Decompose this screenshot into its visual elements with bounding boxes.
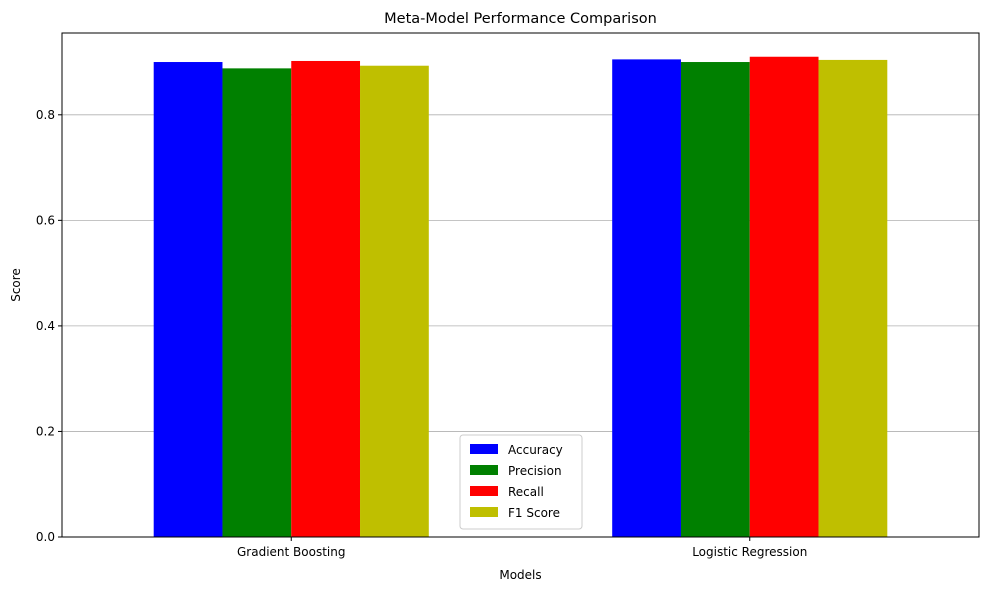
x-axis-title: Models	[499, 568, 541, 582]
plot-frame	[61, 32, 980, 538]
legend: Accuracy Precision Recall F1 Score	[459, 434, 583, 530]
y-tick-label: 0.4	[36, 319, 55, 333]
bars-layer	[153, 56, 888, 538]
legend-box	[459, 434, 583, 530]
legend-label: Recall	[508, 485, 544, 499]
legend-label: Precision	[508, 464, 562, 478]
legend-label: Accuracy	[508, 443, 563, 457]
y-tick-label: 0.0	[36, 530, 55, 544]
y-tick-label: 0.6	[36, 213, 55, 227]
x-tick-label: Logistic Regression	[692, 545, 807, 559]
bar	[818, 59, 888, 537]
bar	[680, 62, 750, 537]
chart-title: Meta-Model Performance Comparison	[384, 11, 657, 27]
legend-swatch	[470, 465, 498, 475]
bar	[222, 68, 292, 537]
x-axis: Gradient Boosting Logistic Regression	[237, 537, 807, 559]
bar	[360, 65, 429, 537]
y-axis: 0.0 0.2 0.4 0.6 0.8	[36, 108, 62, 544]
legend-swatch	[470, 444, 498, 454]
legend-swatch	[470, 486, 498, 496]
x-tick-label: Gradient Boosting	[237, 545, 345, 559]
legend-swatch	[470, 507, 498, 517]
bar	[612, 59, 681, 537]
y-tick-label: 0.2	[36, 424, 55, 438]
y-axis-title: Score	[9, 268, 23, 302]
y-tick-label: 0.8	[36, 108, 55, 122]
legend-label: F1 Score	[508, 506, 560, 520]
bar	[153, 62, 223, 537]
bar	[749, 56, 819, 538]
bar	[291, 60, 361, 538]
